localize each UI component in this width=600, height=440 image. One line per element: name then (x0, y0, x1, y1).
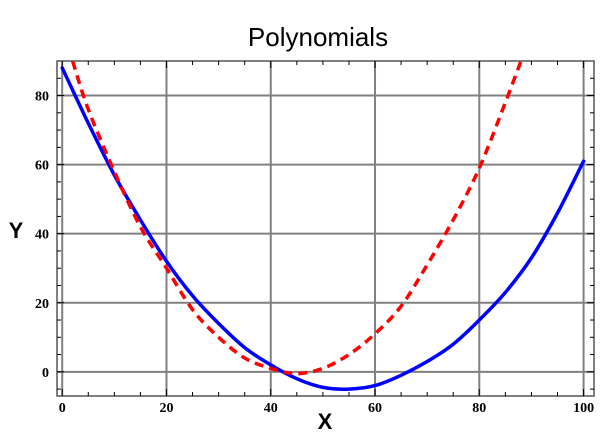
x-tick-label: 80 (472, 401, 486, 416)
x-tick-label: 20 (159, 401, 173, 416)
x-tick-label: 60 (368, 401, 382, 416)
series-lines (60, 61, 586, 391)
x-tick-label: 0 (59, 401, 66, 416)
series-line-solid (60, 66, 586, 391)
x-tick-label: 100 (573, 401, 594, 416)
y-tick-label: 80 (35, 90, 49, 105)
y-tick-label: 40 (35, 228, 49, 243)
chart-title: Polynomials (248, 22, 388, 52)
grid-lines (57, 61, 594, 396)
y-tick-label: 20 (35, 297, 49, 312)
y-tick-label: 0 (42, 366, 49, 381)
series-line-dashed (70, 61, 523, 376)
y-axis-label: Y (9, 218, 24, 243)
plot-frame (56, 60, 595, 397)
x-axis-label: X (318, 409, 333, 434)
axis-ticks: 0 20 40 60 80 100 0 20 40 60 80 (35, 61, 594, 416)
y-tick-label: 60 (35, 159, 49, 174)
x-tick-label: 40 (264, 401, 278, 416)
